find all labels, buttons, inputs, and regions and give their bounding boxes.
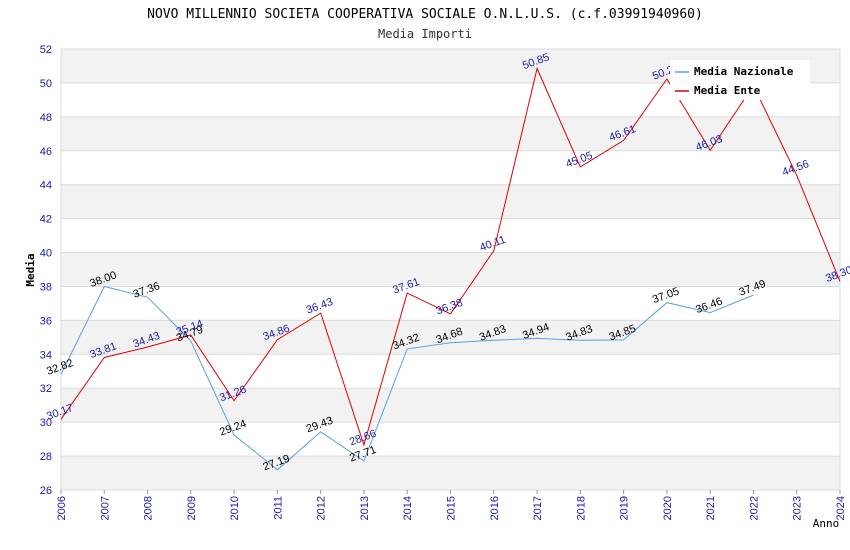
series-line-nazionale — [60, 285, 754, 471]
y-tick-label: 40 — [40, 248, 52, 260]
x-axis-label: Anno — [813, 517, 840, 530]
x-tick-label: 2019 — [619, 496, 631, 520]
x-tick-label: 2016 — [489, 496, 501, 520]
y-tick-label: 48 — [40, 112, 52, 124]
x-tick-label: 2024 — [835, 496, 847, 520]
band-38 — [61, 252, 840, 287]
y-tick-label: 52 — [40, 44, 52, 56]
x-tick-label: 2021 — [705, 496, 717, 520]
x-tick-label: 2010 — [229, 496, 241, 520]
x-tick-label: 2018 — [575, 496, 587, 520]
plot-background-bands — [61, 49, 840, 490]
x-tick-label: 2013 — [359, 496, 371, 520]
x-tick-label: 2015 — [446, 496, 458, 520]
series-line-ente — [60, 66, 841, 447]
legend: Media Nazionale Media Ente — [670, 60, 810, 100]
x-tick-label: 2020 — [662, 496, 674, 520]
band-42 — [61, 184, 840, 219]
x-tick-label: 2006 — [56, 496, 68, 520]
y-tick-label: 42 — [40, 214, 52, 226]
y-tick-label: 44 — [40, 180, 52, 192]
y-tick-label: 46 — [40, 146, 52, 158]
data-label-ente: 44.56 — [781, 158, 811, 179]
y-tick-label: 34 — [40, 349, 52, 361]
x-tick-label: 2014 — [402, 496, 414, 520]
x-tick-label: 2008 — [143, 496, 155, 520]
data-label-ente: 36.38 — [434, 297, 464, 318]
x-tick-label: 2023 — [792, 496, 804, 520]
x-tick-label: 2009 — [186, 496, 198, 520]
y-axis-label: Media — [24, 253, 37, 286]
data-label-nazionale: 36.46 — [694, 295, 724, 316]
legend-label-nazionale: Media Nazionale — [694, 65, 794, 78]
y-tick-label: 50 — [40, 78, 52, 90]
chart-title: NOVO MILLENNIO SOCIETA COOPERATIVA SOCIA… — [147, 7, 703, 22]
series-lines — [60, 66, 841, 471]
x-tick-label: 2012 — [316, 496, 328, 520]
x-tick-label: 2022 — [748, 496, 760, 520]
legend-background — [670, 60, 810, 100]
chart-subtitle: Media Importi — [378, 27, 472, 41]
data-label-ente: 45.05 — [564, 150, 594, 171]
legend-label-ente: Media Ente — [694, 84, 761, 97]
band-46 — [61, 116, 840, 151]
grid-lines — [60, 48, 841, 491]
x-tick-label: 2007 — [99, 496, 111, 520]
y-tick-label: 36 — [40, 315, 52, 327]
y-tick-label: 38 — [40, 281, 52, 293]
band-26 — [61, 456, 840, 490]
band-30 — [61, 388, 840, 423]
y-axis-ticks: 26 28 30 32 34 36 38 40 42 44 46 48 50 52 — [40, 44, 52, 497]
x-tick-label: 2011 — [272, 496, 284, 520]
x-axis-ticks: 2006 2007 2008 2009 2010 2011 2012 2013 2014 2015… — [56, 490, 847, 520]
data-label-ente: 40.11 — [478, 234, 507, 254]
y-tick-label: 28 — [40, 451, 52, 463]
y-tick-label: 30 — [40, 417, 52, 429]
y-tick-label: 32 — [40, 383, 52, 395]
x-tick-label: 2017 — [532, 496, 544, 520]
band-34 — [61, 320, 840, 355]
y-tick-label: 26 — [40, 485, 52, 497]
